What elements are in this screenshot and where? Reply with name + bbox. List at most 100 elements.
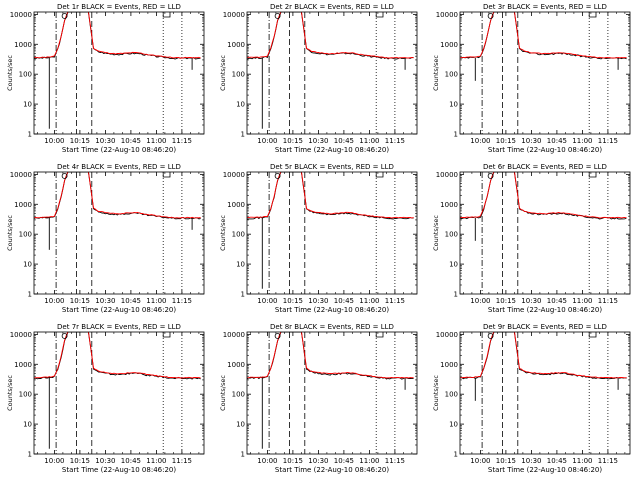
x-tick-label: 10:00 bbox=[44, 297, 64, 305]
y-axis-label: Counts/sec bbox=[432, 215, 440, 251]
chart-title: Det 8r BLACK = Events, RED = LLD bbox=[270, 323, 394, 331]
y-axis-label: Counts/sec bbox=[219, 215, 227, 251]
y-tick-label: 100 bbox=[19, 391, 32, 399]
x-tick-label: 11:15 bbox=[598, 457, 618, 465]
plot-area bbox=[247, 172, 414, 294]
y-tick-label: 10 bbox=[23, 261, 32, 269]
plot-area bbox=[34, 332, 201, 454]
x-tick-label: 10:30 bbox=[521, 297, 541, 305]
chart-panel-6r: Det 6r BLACK = Events, RED = LLD 1 10 100 10… bbox=[426, 160, 639, 320]
y-tick-label: 1 bbox=[241, 291, 245, 299]
y-tick-label: 1 bbox=[454, 131, 458, 139]
y-tick-label: 1 bbox=[241, 131, 245, 139]
attenuator-marker bbox=[375, 332, 384, 338]
chart-panel-3r: Det 3r BLACK = Events, RED = LLD 1 10 100 10… bbox=[426, 0, 639, 160]
plot-frame bbox=[246, 331, 418, 455]
x-tick-label: 11:00 bbox=[146, 457, 166, 465]
y-tick-label: 10 bbox=[236, 261, 245, 269]
y-axis-label: Counts/sec bbox=[219, 55, 227, 91]
plot-area bbox=[34, 12, 201, 134]
y-tick-label: 10000 bbox=[223, 331, 245, 339]
panel-background bbox=[213, 0, 426, 160]
plot-frame bbox=[459, 331, 631, 455]
x-tick-label: 10:45 bbox=[121, 457, 141, 465]
x-tick-label: 10:45 bbox=[547, 297, 567, 305]
series-lld-line bbox=[34, 172, 201, 219]
flare-marker-circle bbox=[487, 13, 494, 19]
y-tick-label: 10 bbox=[236, 421, 245, 429]
y-tick-label: 1 bbox=[28, 291, 32, 299]
flare-marker-circle bbox=[61, 13, 68, 19]
panel-background bbox=[426, 0, 639, 160]
chart-panel-4r: Det 4r BLACK = Events, RED = LLD 1 10 100 10… bbox=[0, 160, 213, 320]
x-tick-label: 11:15 bbox=[172, 137, 192, 145]
x-tick-label: 10:00 bbox=[257, 137, 277, 145]
y-tick-label: 10 bbox=[23, 421, 32, 429]
plot-frame bbox=[246, 11, 418, 135]
y-tick-label: 10000 bbox=[436, 11, 458, 19]
attenuator-marker bbox=[588, 332, 597, 338]
y-tick-label: 1000 bbox=[227, 41, 245, 49]
x-tick-label: 10:45 bbox=[121, 297, 141, 305]
x-tick-label: 10:30 bbox=[521, 137, 541, 145]
y-tick-label: 100 bbox=[445, 71, 458, 79]
plot-area bbox=[460, 332, 627, 454]
flare-marker-circle bbox=[61, 173, 68, 179]
y-tick-label: 1 bbox=[241, 451, 245, 459]
x-tick-label: 11:15 bbox=[598, 297, 618, 305]
y-tick-label: 1000 bbox=[14, 201, 32, 209]
x-tick-label: 11:15 bbox=[385, 137, 405, 145]
plot-area bbox=[460, 12, 627, 134]
y-tick-label: 10000 bbox=[436, 171, 458, 179]
chart-panel-8r: Det 8r BLACK = Events, RED = LLD 1 10 100 10… bbox=[213, 320, 426, 480]
chart-panel-9r: Det 9r BLACK = Events, RED = LLD 1 10 100 10… bbox=[426, 320, 639, 480]
chart-title: Det 4r BLACK = Events, RED = LLD bbox=[57, 163, 181, 171]
x-tick-label: 10:30 bbox=[95, 137, 115, 145]
x-tick-label: 10:45 bbox=[334, 137, 354, 145]
series-lld-line bbox=[247, 332, 414, 379]
x-axis-label: Start Time (22-Aug-10 08:46:20) bbox=[488, 306, 602, 314]
chart-title: Det 6r BLACK = Events, RED = LLD bbox=[483, 163, 607, 171]
y-axis-label: Counts/sec bbox=[432, 375, 440, 411]
x-tick-label: 10:30 bbox=[308, 297, 328, 305]
x-tick-label: 10:15 bbox=[283, 457, 303, 465]
plot-frame bbox=[246, 171, 418, 295]
y-axis-label: Counts/sec bbox=[6, 375, 14, 411]
y-axis-label: Counts/sec bbox=[6, 215, 14, 251]
chart-panel-7r: Det 7r BLACK = Events, RED = LLD 1 10 100 10… bbox=[0, 320, 213, 480]
y-tick-label: 10 bbox=[23, 101, 32, 109]
attenuator-marker bbox=[375, 12, 384, 18]
y-tick-label: 100 bbox=[232, 391, 245, 399]
attenuator-marker bbox=[588, 12, 597, 18]
panel-background bbox=[0, 320, 213, 480]
y-tick-label: 10 bbox=[449, 421, 458, 429]
flare-marker-circle bbox=[274, 13, 281, 19]
x-tick-label: 10:00 bbox=[470, 457, 490, 465]
plot-frame bbox=[33, 331, 205, 455]
plot-frame bbox=[459, 171, 631, 295]
y-tick-label: 10000 bbox=[223, 171, 245, 179]
x-tick-label: 10:30 bbox=[308, 137, 328, 145]
x-tick-label: 11:00 bbox=[572, 297, 592, 305]
x-axis-label: Start Time (22-Aug-10 08:46:20) bbox=[62, 466, 176, 474]
plot-frame bbox=[33, 171, 205, 295]
attenuator-marker bbox=[162, 172, 171, 178]
x-tick-label: 10:00 bbox=[257, 297, 277, 305]
series-lld-line bbox=[247, 12, 414, 59]
panel-background bbox=[426, 320, 639, 480]
chart-title: Det 7r BLACK = Events, RED = LLD bbox=[57, 323, 181, 331]
y-tick-label: 10 bbox=[449, 101, 458, 109]
x-tick-label: 11:15 bbox=[172, 457, 192, 465]
x-tick-label: 11:00 bbox=[146, 297, 166, 305]
y-tick-label: 1000 bbox=[14, 361, 32, 369]
x-axis-label: Start Time (22-Aug-10 08:46:20) bbox=[488, 466, 602, 474]
y-tick-label: 1 bbox=[28, 131, 32, 139]
x-tick-label: 11:15 bbox=[172, 297, 192, 305]
x-tick-label: 10:15 bbox=[70, 137, 90, 145]
plot-area bbox=[460, 172, 627, 294]
x-tick-label: 10:15 bbox=[496, 137, 516, 145]
x-tick-label: 11:00 bbox=[146, 137, 166, 145]
x-axis-label: Start Time (22-Aug-10 08:46:20) bbox=[275, 466, 389, 474]
x-tick-label: 10:45 bbox=[334, 457, 354, 465]
